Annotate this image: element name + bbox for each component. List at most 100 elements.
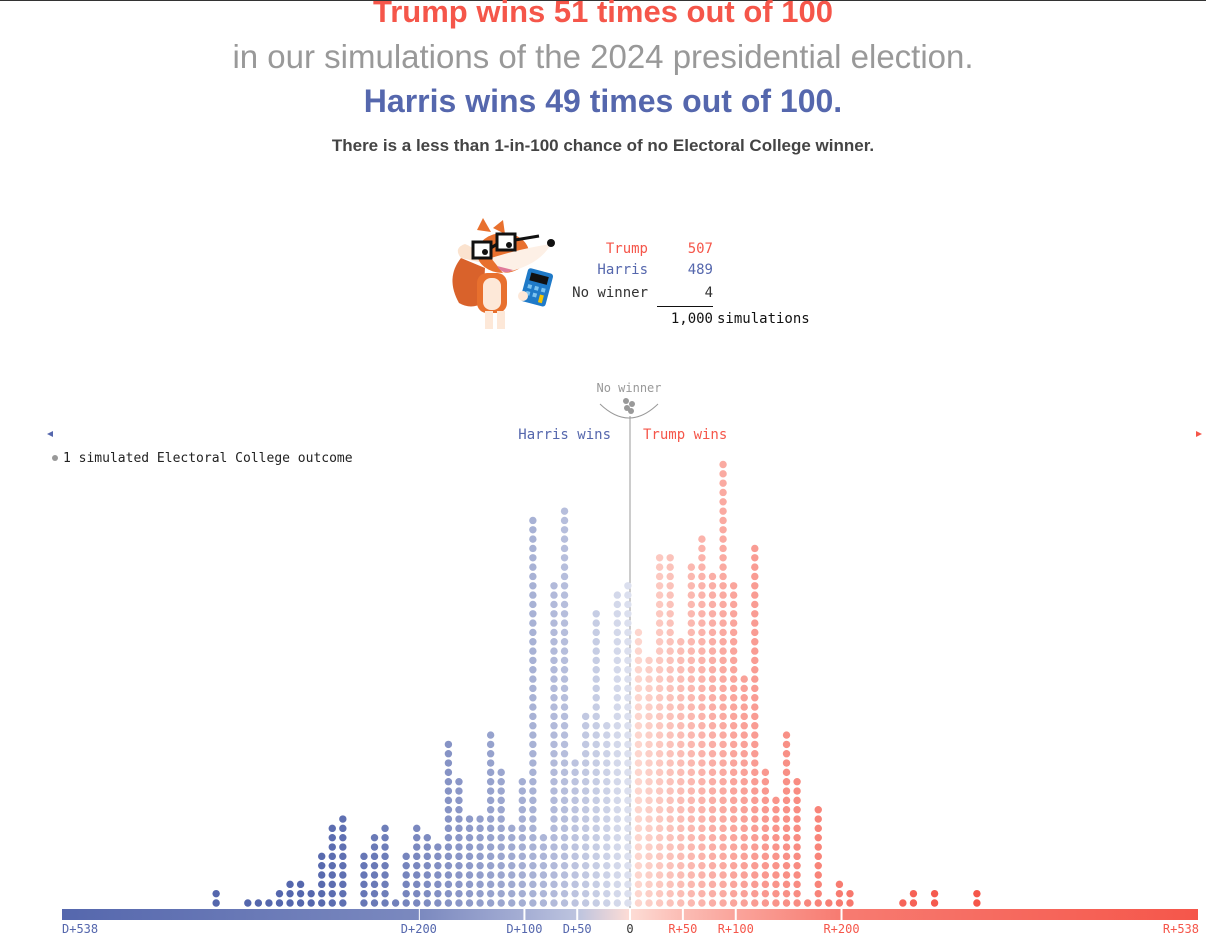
simulation-dot [719, 703, 727, 711]
simulation-dot [634, 666, 643, 674]
simulation-dot [698, 619, 706, 627]
simulation-dot [518, 843, 527, 851]
simulation-dot [751, 852, 759, 861]
simulation-dot [751, 722, 759, 730]
simulation-dot [624, 861, 632, 870]
simulation-dot [603, 759, 611, 767]
simulation-dot [645, 899, 653, 907]
simulation-dot [497, 852, 505, 861]
simulation-dot [698, 572, 706, 581]
simulation-dot [687, 740, 696, 749]
simulation-dot [645, 712, 653, 721]
simulation-dot [666, 694, 674, 702]
simulation-dot [413, 833, 421, 842]
simulation-dot [318, 852, 326, 861]
simulation-dot [719, 600, 727, 609]
simulation-dot [751, 638, 759, 646]
simulation-dot [560, 610, 569, 618]
simulation-dot [518, 861, 527, 870]
dot-column [212, 889, 220, 907]
simulation-dot [529, 852, 537, 861]
simulation-dot [613, 666, 622, 674]
simulation-dot [793, 824, 801, 833]
simulation-dot [761, 806, 770, 814]
simulation-dot [529, 684, 537, 693]
simulation-dot [740, 815, 748, 823]
simulation-dot [571, 880, 579, 889]
simulation-dot [529, 516, 537, 525]
simulation-dot [592, 824, 600, 833]
simulation-dot [613, 740, 622, 749]
simulation-dot [571, 787, 579, 795]
simulation-dot [666, 563, 674, 571]
simulation-dot [328, 899, 336, 907]
dot-column [708, 572, 717, 907]
simulation-dot [687, 647, 696, 655]
simulation-dot [550, 703, 558, 711]
dot-column [254, 899, 263, 907]
dot-column [244, 899, 252, 907]
simulation-dot [624, 880, 632, 889]
simulation-dot [592, 759, 600, 767]
simulation-dot [793, 843, 801, 851]
simulation-dot [550, 600, 558, 609]
simulation-dot [634, 740, 643, 749]
simulation-dot [677, 768, 685, 777]
simulation-dot [729, 694, 738, 702]
simulation-dot [698, 544, 706, 553]
simulation-dot [560, 656, 569, 665]
simulation-dot [486, 768, 495, 777]
simulation-dot [560, 796, 569, 805]
simulation-dot [740, 750, 748, 758]
simulation-dot [328, 833, 336, 842]
simulation-dot [782, 871, 791, 879]
simulation-dot [729, 871, 738, 879]
axis-bar-segment [631, 909, 682, 920]
top-border [0, 0, 1206, 1]
simulation-dot [444, 796, 453, 805]
simulation-dot [719, 796, 727, 805]
simulation-dot [486, 750, 495, 758]
simulation-dot [497, 861, 505, 870]
simulation-dot [751, 806, 759, 814]
simulation-dot [560, 824, 569, 833]
simulation-dot [603, 871, 611, 879]
simulation-dot [729, 703, 738, 711]
simulation-dot [560, 768, 569, 777]
simulation-dot [571, 806, 579, 814]
simulation-dot [550, 684, 558, 693]
simulation-dot [624, 750, 632, 758]
simulation-dot [465, 861, 474, 870]
dot-column [592, 610, 600, 907]
simulation-dot [708, 787, 717, 795]
simulation-dot [603, 815, 611, 823]
simulation-dot [518, 871, 527, 879]
simulation-dot [571, 759, 579, 767]
simulation-dot [751, 712, 759, 721]
simulation-dot [677, 871, 685, 879]
dot-column [793, 778, 801, 907]
tally-label: No winner [572, 285, 648, 301]
simulation-dot [666, 806, 674, 814]
simulation-dot [655, 572, 664, 581]
simulation-dot [655, 638, 664, 646]
simulation-dot [307, 889, 315, 898]
simulation-dot [740, 694, 748, 702]
simulation-dot [560, 647, 569, 655]
dot-column [360, 852, 368, 907]
simulation-dot [655, 554, 664, 562]
simulation-dot [571, 843, 579, 851]
simulation-dot [603, 833, 611, 842]
simulation-dot [624, 675, 632, 683]
simulation-dot [444, 861, 453, 870]
simulation-dot [328, 852, 336, 861]
simulation-dot [666, 750, 674, 758]
simulation-dot [655, 759, 664, 767]
simulation-dot [560, 833, 569, 842]
simulation-dot [655, 684, 664, 693]
simulation-dot [518, 806, 527, 814]
simulation-dot [761, 899, 770, 907]
simulation-dot [687, 731, 696, 739]
simulation-dot [560, 722, 569, 730]
simulation-dot [666, 600, 674, 609]
